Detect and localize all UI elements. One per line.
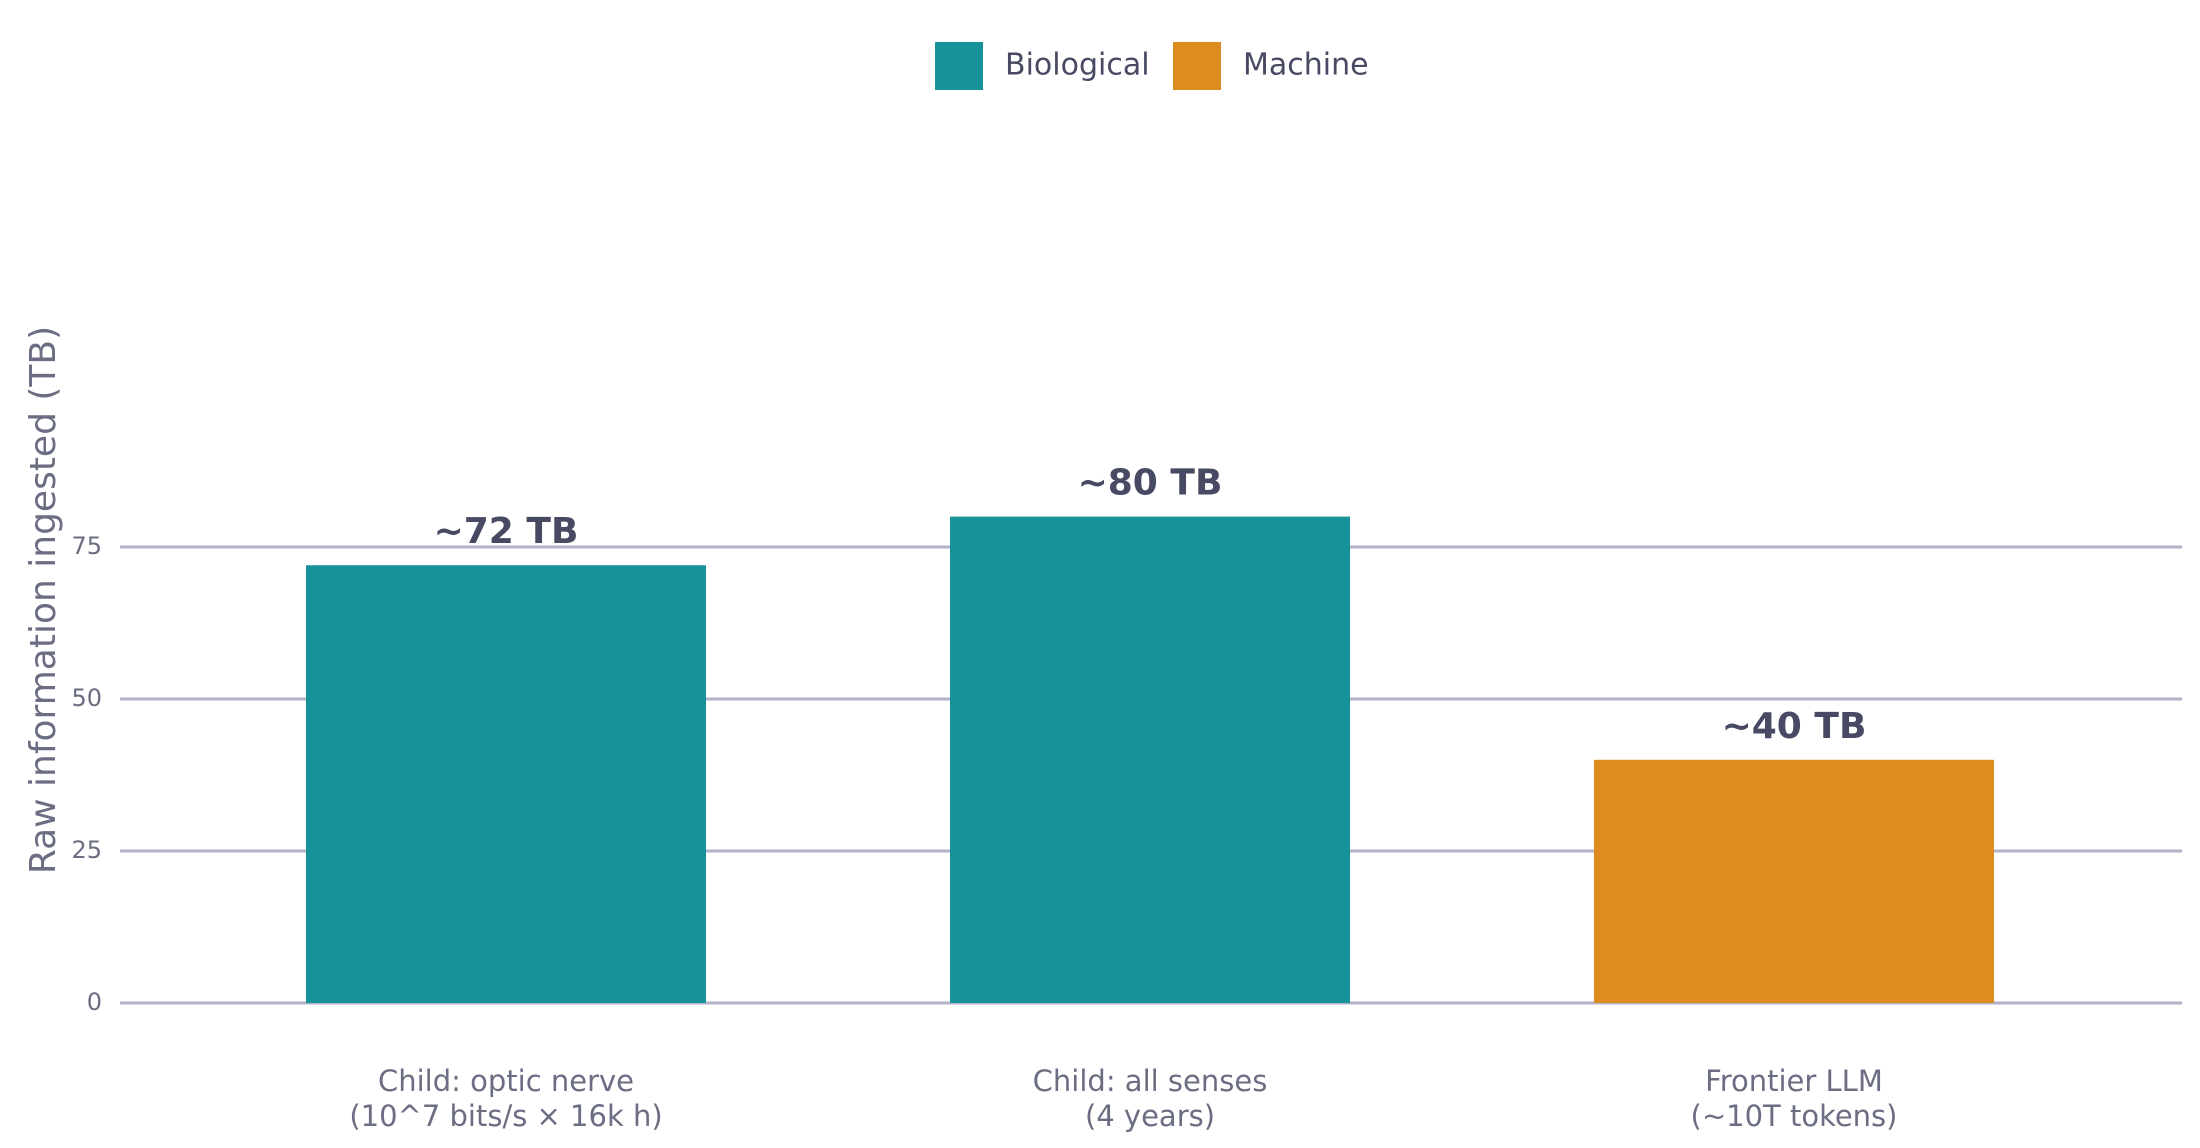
- bar-value-label: ~72 TB: [434, 511, 579, 552]
- bar: [306, 565, 706, 1003]
- bar: [1594, 759, 1994, 1003]
- y-axis: 0 25 50 75: [71, 532, 102, 1016]
- x-axis: Child: optic nerve(10^7 bits/s × 16k h) C…: [349, 1064, 1897, 1133]
- legend-swatch: [1173, 42, 1221, 90]
- bar: [950, 516, 1350, 1003]
- x-tick-label: Frontier LLM: [1705, 1064, 1883, 1098]
- y-axis-title: Raw information ingested (TB): [23, 326, 64, 874]
- y-tick-label: 25: [71, 836, 102, 864]
- x-tick-label: (~10T tokens): [1691, 1099, 1898, 1133]
- data-labels: ~72 TB ~80 TB ~40 TB: [434, 463, 1867, 747]
- y-tick-label: 50: [71, 684, 102, 712]
- legend-swatch: [935, 42, 983, 90]
- y-tick-label: 0: [87, 988, 102, 1016]
- x-tick-label: Child: all senses: [1033, 1064, 1268, 1098]
- legend-label: Machine: [1243, 48, 1369, 83]
- x-tick-label: (4 years): [1085, 1099, 1215, 1133]
- legend: Biological Machine: [935, 42, 1369, 90]
- x-tick-label: (10^7 bits/s × 16k h): [349, 1099, 662, 1133]
- bar-value-label: ~40 TB: [1722, 706, 1867, 747]
- bars: [306, 516, 1994, 1003]
- legend-label: Biological: [1005, 48, 1150, 83]
- bar-value-label: ~80 TB: [1078, 463, 1223, 504]
- x-tick-label: Child: optic nerve: [378, 1064, 634, 1098]
- y-tick-label: 75: [71, 532, 102, 560]
